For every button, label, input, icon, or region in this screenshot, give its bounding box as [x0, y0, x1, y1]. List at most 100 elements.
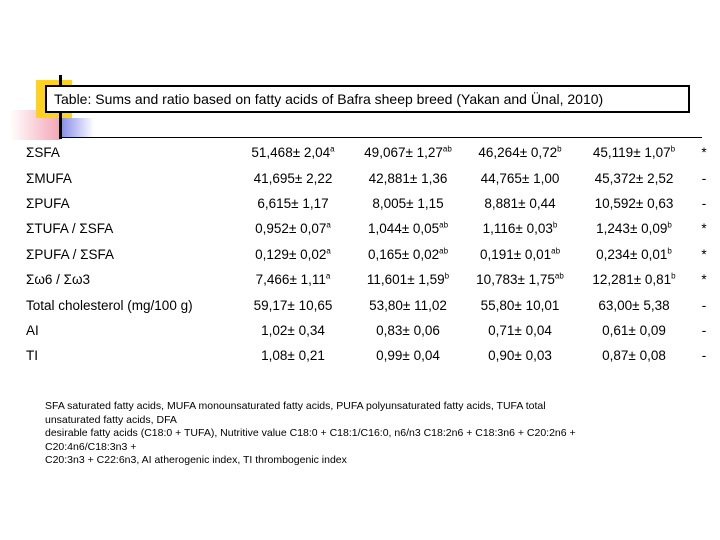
significance-superscript: a	[326, 246, 331, 256]
cell-value: 0,71± 0,04	[488, 322, 552, 338]
row-label: TI	[26, 348, 38, 364]
value-cell: 1,044± 0,05ab	[352, 216, 464, 241]
cell-value: 42,881± 1,36	[368, 170, 448, 186]
table-row: ΣTUFA / ΣSFA 0,952± 0,07a 1,044± 0,05ab 1,1…	[26, 216, 716, 241]
cell-value: 45,119± 1,07	[592, 145, 671, 161]
value-cell: 0,129± 0,02a	[234, 242, 352, 267]
cell-value: 1,116± 0,03	[482, 221, 553, 237]
value-cell: 0,87± 0,08	[576, 343, 692, 368]
cell-value: 0,87± 0,08	[602, 348, 666, 364]
table-row: Σω6 / Σω3 7,466± 1,11a 11,601± 1,59b 10,783…	[26, 267, 716, 292]
cell-value: 1,044± 0,05	[367, 221, 440, 237]
table-title: Table: Sums and ratio based on fatty aci…	[45, 85, 690, 113]
footnote-line: unsaturated fatty acids, DFA	[45, 413, 177, 426]
significance-mark: *	[701, 246, 707, 262]
value-cell: 45,372± 2,52	[576, 165, 692, 190]
table-row: AI 1,02± 0,34 0,83± 0,06 0,71± 0,04 0,61± 0,…	[26, 318, 716, 343]
cell-value: 0,952± 0,07	[255, 221, 327, 237]
significance-superscript: b	[557, 144, 562, 154]
decor-blue-block	[62, 118, 94, 138]
footnote-line: desirable fatty acids (C18:0 + TUFA), Nu…	[45, 427, 576, 440]
value-cell: 59,17± 10,65	[234, 292, 352, 317]
row-label: ΣMUFA	[26, 170, 72, 186]
value-cell: 7,466± 1,11a	[234, 267, 352, 292]
cell-value: 7,466± 1,11	[255, 272, 326, 288]
decor-horizontal-line	[62, 137, 702, 138]
cell-value: 0,191± 0,01	[479, 246, 552, 262]
cell-value: 12,281± 0,81	[592, 272, 672, 288]
table-row: TI 1,08± 0,21 0,99± 0,04 0,90± 0,03 0,87± 0,…	[26, 343, 716, 368]
cell-value: 51,468± 2,04	[251, 145, 331, 161]
cell-value: 0,234± 0,01	[596, 246, 668, 262]
value-cell: 1,116± 0,03b	[464, 216, 576, 241]
footnote-line: C20:4n6/C18:3n3 +	[45, 440, 137, 453]
value-cell: 45,119± 1,07b	[576, 140, 692, 165]
value-cell: 1,02± 0,34	[234, 318, 352, 343]
value-cell: 1,08± 0,21	[234, 343, 352, 368]
significance-superscript: b	[444, 271, 450, 281]
table-row: Total cholesterol (mg/100 g) 59,17± 10,65…	[26, 292, 716, 317]
cell-value: 0,90± 0,03	[488, 348, 552, 364]
cell-value: 10,592± 0,63	[594, 195, 674, 211]
value-cell: 0,83± 0,06	[352, 318, 464, 343]
cell-value: 1,08± 0,21	[261, 348, 325, 364]
cell-value: 0,129± 0,02	[255, 246, 327, 262]
significance-mark: *	[701, 221, 707, 237]
significance-mark: -	[701, 348, 707, 364]
value-cell: 0,71± 0,04	[464, 318, 576, 343]
significance-superscript: b	[667, 246, 672, 256]
cell-value: 8,005± 1,15	[372, 195, 444, 211]
cell-value: 63,00± 5,38	[598, 297, 670, 313]
significance-mark: -	[701, 322, 707, 338]
value-cell: 0,165± 0,02ab	[352, 242, 464, 267]
value-cell: 44,765± 1,00	[464, 165, 576, 190]
significance-mark: -	[701, 170, 707, 186]
value-cell: 0,90± 0,03	[464, 343, 576, 368]
table-row: ΣPUFA / ΣSFA 0,129± 0,02a 0,165± 0,02ab 0,1…	[26, 242, 716, 267]
significance-mark: *	[701, 145, 707, 161]
value-cell: 0,99± 0,04	[352, 343, 464, 368]
value-cell: 10,592± 0,63	[576, 191, 692, 216]
table-row: ΣPUFA 6,615± 1,17 8,005± 1,15 8,881± 0,44 10…	[26, 191, 716, 216]
row-label: Σω6 / Σω3	[26, 272, 91, 288]
value-cell: 49,067± 1,27ab	[352, 140, 464, 165]
value-cell: 53,80± 11,02	[352, 292, 464, 317]
value-cell: 41,695± 2,22	[234, 165, 352, 190]
value-cell: 0,952± 0,07a	[234, 216, 352, 241]
significance-mark: -	[701, 297, 707, 313]
significance-superscript: ab	[551, 246, 561, 256]
footnote-line: C20:3n3 + C22:6n3, AI atherogenic index,…	[45, 454, 347, 467]
significance-superscript: b	[552, 220, 558, 230]
row-label: Total cholesterol (mg/100 g)	[26, 297, 193, 313]
cell-value: 44,765± 1,00	[480, 170, 560, 186]
cell-value: 0,83± 0,06	[376, 322, 440, 338]
value-cell: 0,191± 0,01ab	[464, 242, 576, 267]
value-cell: 8,005± 1,15	[352, 191, 464, 216]
significance-superscript: ab	[554, 271, 564, 281]
value-cell: 11,601± 1,59b	[352, 267, 464, 292]
value-cell: 10,783± 1,75ab	[464, 267, 576, 292]
significance-superscript: a	[330, 144, 335, 154]
table-row: ΣSFA 51,468± 2,04a 49,067± 1,27ab 46,264± 0…	[26, 140, 716, 165]
cell-value: 41,695± 2,22	[253, 170, 333, 186]
significance-mark: -	[701, 195, 707, 211]
cell-value: 0,99± 0,04	[376, 348, 440, 364]
significance-superscript: ab	[442, 144, 452, 154]
cell-value: 0,165± 0,02	[367, 246, 440, 262]
cell-value: 55,80± 10,01	[480, 297, 560, 313]
significance-superscript: ab	[439, 220, 449, 230]
cell-value: 46,264± 0,72	[478, 145, 558, 161]
value-cell: 42,881± 1,36	[352, 165, 464, 190]
value-cell: 0,61± 0,09	[576, 318, 692, 343]
cell-value: 10,783± 1,75	[476, 272, 555, 288]
cell-value: 53,80± 11,02	[369, 297, 447, 313]
cell-value: 6,615± 1,17	[257, 195, 329, 211]
significance-mark: *	[701, 272, 707, 288]
value-cell: 51,468± 2,04a	[234, 140, 352, 165]
table-row: ΣMUFA 41,695± 2,22 42,881± 1,36 44,765± 1,0…	[26, 165, 716, 190]
cell-value: 59,17± 10,65	[253, 297, 333, 313]
row-label: ΣTUFA / ΣSFA	[26, 221, 114, 237]
significance-superscript: ab	[439, 246, 449, 256]
cell-value: 0,61± 0,09	[602, 322, 666, 338]
cell-value: 8,881± 0,44	[484, 195, 556, 211]
